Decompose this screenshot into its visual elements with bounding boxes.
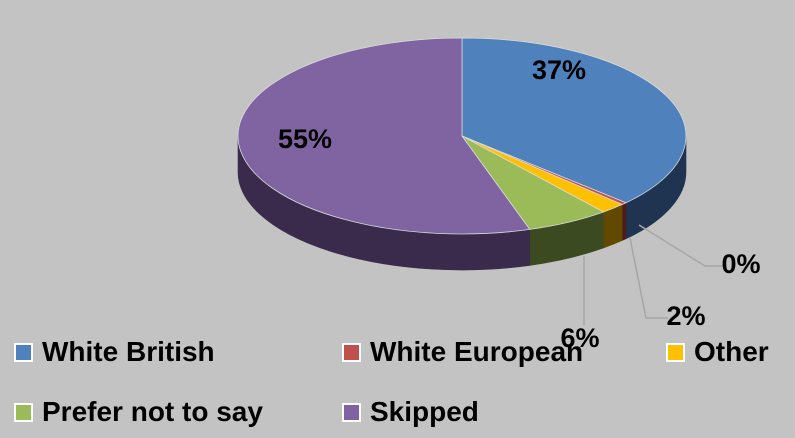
pie-slice-white-british[interactable]	[461, 37, 687, 204]
data-label-skipped: 55%	[278, 124, 332, 154]
legend-swatch-white-british	[14, 342, 33, 362]
legend-item-skipped[interactable]: Skipped	[342, 396, 479, 428]
data-label-prefer-not-to-say: 6%	[560, 323, 599, 353]
data-label-other: 2%	[666, 301, 705, 331]
legend-swatch-skipped	[342, 402, 361, 422]
pie-slices	[237, 37, 687, 235]
legend-label-other: Other	[694, 336, 769, 367]
legend-swatch-other	[666, 342, 685, 362]
legend-label-white-british: White British	[42, 336, 215, 367]
legend-label-white-european: White European	[370, 336, 584, 367]
legend-label-skipped: Skipped	[370, 396, 479, 427]
legend-label-prefer-not-to-say: Prefer not to say	[42, 396, 263, 427]
data-labels: 37% 0% 2% 6% 55%	[278, 55, 761, 353]
leader-lines	[583, 224, 725, 325]
legend-item-other[interactable]: Other	[666, 336, 769, 368]
data-label-white-british: 37%	[532, 55, 586, 85]
legend-item-white-british[interactable]: White British	[14, 336, 215, 368]
leader-line-white-european	[638, 224, 725, 267]
legend-swatch-white-european	[342, 342, 361, 362]
pie-side-white-european	[621, 202, 627, 241]
legend-swatch-prefer-not-to-say	[14, 402, 33, 422]
data-label-white-european: 0%	[721, 249, 760, 279]
leader-line-other	[629, 237, 668, 319]
legend-item-white-european[interactable]: White European	[342, 336, 583, 368]
pie-slice-skipped[interactable]	[237, 37, 531, 235]
legend-item-prefer-not-to-say[interactable]: Prefer not to say	[14, 396, 263, 428]
